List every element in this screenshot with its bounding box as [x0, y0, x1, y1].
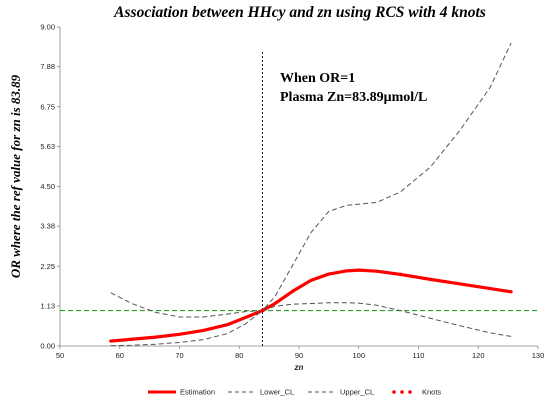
x-tick-label: 110 — [413, 351, 425, 360]
x-tick-label: 90 — [295, 351, 303, 360]
reference-lines — [60, 52, 538, 346]
x-tick-label: 120 — [472, 351, 485, 360]
legend-label: Upper_CL — [340, 388, 374, 397]
y-tick-label: 2.25 — [40, 262, 55, 271]
knot-point — [398, 272, 403, 277]
annotation-zn: Plasma Zn=83.89μmol/L — [280, 90, 427, 105]
legend-swatch-knot — [392, 390, 396, 394]
x-tick-label: 100 — [352, 351, 365, 360]
series-layer — [109, 42, 513, 347]
x-axis-label: zn — [294, 363, 304, 372]
x-tick-label: 70 — [175, 351, 183, 360]
annotation-or: When OR=1 — [280, 71, 355, 86]
upper-cl-line — [110, 42, 512, 318]
axes: 50 60 70 80 90 100 110 120 130 0.00 1.13 2.25 3.38 4.… — [8, 23, 544, 373]
annotations: When OR=1 Plasma Zn=83.89μmol/L — [280, 71, 427, 105]
knot-point — [129, 337, 134, 342]
y-tick-label: 9.00 — [40, 23, 55, 32]
y-tick-label: 0.00 — [40, 342, 55, 351]
y-tick-label: 1.13 — [40, 301, 55, 310]
y-tick-label: 6.75 — [40, 102, 55, 111]
estimation-line — [109, 268, 513, 343]
legend-label: Knots — [422, 388, 441, 397]
legend: Estimation Lower_CL Upper_CL Knots — [148, 388, 441, 397]
x-tick-label: 80 — [235, 351, 243, 360]
y-tick-label: 5.63 — [40, 142, 55, 151]
x-tick-label: 60 — [116, 351, 124, 360]
y-tick-label: 7.88 — [40, 62, 55, 71]
y-axis-label: OR where the ref value for zn is 83.89 — [8, 74, 23, 278]
knot-point — [260, 308, 265, 313]
legend-swatch-knot — [400, 390, 404, 394]
chart-title: Association between HHcy and zn using RC… — [114, 4, 486, 21]
y-tick-label: 3.38 — [40, 222, 55, 231]
legend-label: Lower_CL — [260, 388, 294, 397]
lower-cl-line — [110, 302, 512, 347]
legend-swatch-knot — [408, 390, 412, 394]
knot-point — [291, 289, 295, 293]
legend-label: Estimation — [180, 388, 215, 397]
x-tick-label: 50 — [56, 351, 64, 360]
y-tick-label: 4.50 — [40, 182, 55, 191]
x-tick-label: 130 — [532, 351, 545, 360]
